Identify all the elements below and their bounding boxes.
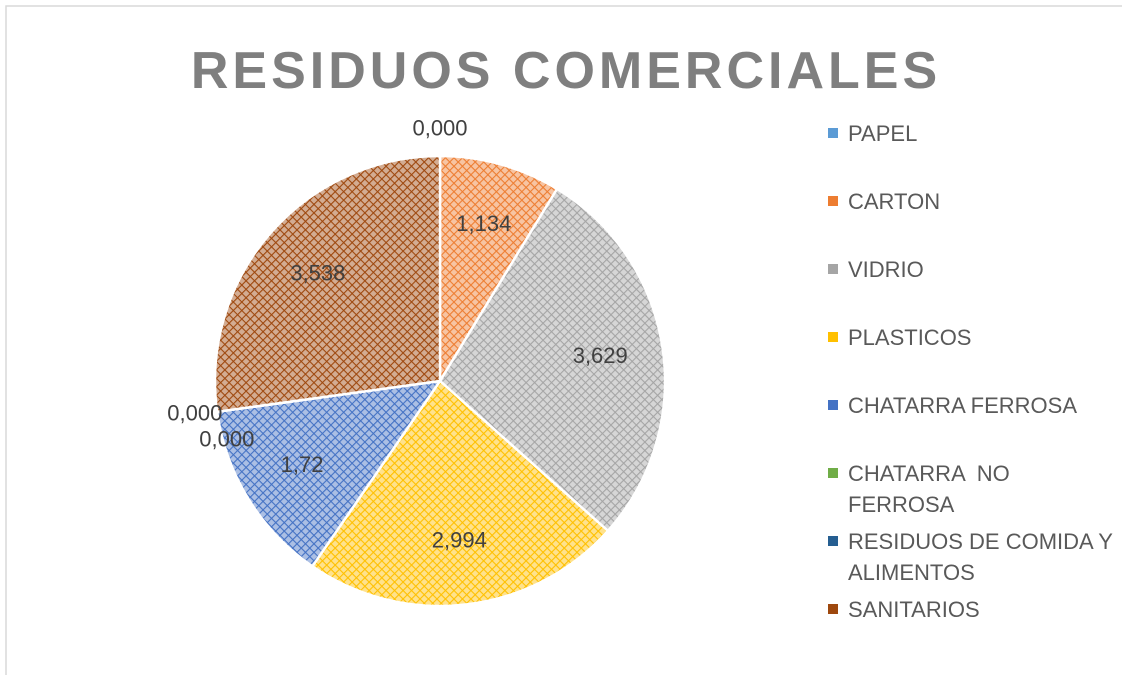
pie bbox=[213, 154, 667, 608]
legend-item: RESIDUOS DE COMIDA Y ALIMENTOS bbox=[828, 526, 1113, 594]
legend-label: PAPEL bbox=[848, 121, 918, 146]
data-label: 0,000 bbox=[199, 427, 254, 452]
data-label: 0,000 bbox=[412, 115, 467, 140]
legend-label: CARTON bbox=[848, 189, 941, 214]
chart-border bbox=[5, 5, 1122, 675]
legend-swatch bbox=[828, 468, 838, 478]
pie-slice bbox=[438, 187, 667, 533]
legend-item: CARTON bbox=[828, 186, 1113, 254]
legend-swatch bbox=[828, 264, 838, 274]
legend-swatch bbox=[828, 128, 838, 138]
legend: PAPEL CARTON VIDRIO PLASTICOS CHATARRA FERRO… bbox=[828, 118, 1113, 662]
legend-item: CHATARRA NO FERROSA bbox=[828, 458, 1113, 526]
legend-label: SANITARIOS bbox=[848, 597, 980, 622]
pie-slice bbox=[213, 154, 442, 414]
legend-label: CHATARRA NO FERROSA bbox=[848, 461, 1016, 517]
legend-item: PAPEL bbox=[828, 118, 1113, 186]
data-label: 1,72 bbox=[281, 452, 324, 477]
legend-item: PLASTICOS bbox=[828, 322, 1113, 390]
legend-item: CHATARRA FERROSA bbox=[828, 390, 1113, 458]
pie-slice bbox=[215, 379, 443, 569]
data-label: 0,000 bbox=[167, 401, 222, 426]
legend-swatch bbox=[828, 536, 838, 546]
legend-item: SANITARIOS bbox=[828, 594, 1113, 662]
legend-label: PLASTICOS bbox=[848, 325, 972, 350]
legend-label: VIDRIO bbox=[848, 257, 924, 282]
data-label: 1,134 bbox=[456, 211, 511, 236]
legend-item: VIDRIO bbox=[828, 254, 1113, 322]
chart-title: RESIDUOS COMERCIALES bbox=[191, 42, 941, 100]
legend-swatch bbox=[828, 400, 838, 410]
data-label: 3,538 bbox=[290, 260, 345, 285]
legend-label: RESIDUOS DE COMIDA Y ALIMENTOS bbox=[848, 529, 1118, 585]
pie-slice bbox=[438, 154, 559, 386]
legend-swatch bbox=[828, 196, 838, 206]
pie-slice bbox=[310, 379, 610, 608]
data-label: 2,994 bbox=[432, 528, 487, 553]
legend-label: CHATARRA FERROSA bbox=[848, 393, 1077, 418]
data-label: 3,629 bbox=[573, 343, 628, 368]
legend-swatch bbox=[828, 604, 838, 614]
legend-swatch bbox=[828, 332, 838, 342]
